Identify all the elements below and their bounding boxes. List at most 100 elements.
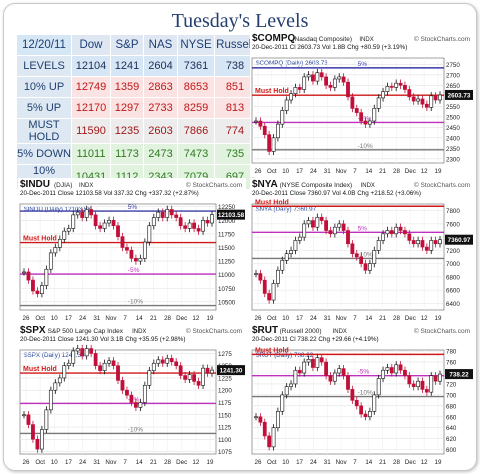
price-bar: [385, 367, 390, 371]
price-bar: [183, 225, 188, 229]
price-bar: [407, 375, 412, 385]
x-tick-label: Nov: [105, 315, 117, 322]
x-tick-label: Oct: [35, 459, 45, 466]
price-bar: [332, 372, 337, 382]
price-bar: [438, 373, 442, 382]
price-bar: [346, 81, 350, 98]
column-header-dow: Dow: [71, 34, 111, 56]
price-bar: [31, 279, 35, 292]
chart-legend: $INDU (Daily) 12103.58: [24, 206, 91, 213]
price-bar: [138, 258, 143, 262]
price-bar: [332, 226, 337, 235]
y-tick-label: 1200: [218, 388, 232, 395]
price-bar: [368, 120, 372, 125]
price-bar: [165, 209, 170, 218]
y-tick-label: 2350: [446, 146, 460, 153]
price-bar: [284, 99, 289, 111]
price-bar: [178, 365, 183, 376]
x-tick-label: 14: [365, 459, 372, 466]
chart-info-line: 20-Dec-2011 Cl 738.22 Chg +29.66 (+4.19%…: [252, 336, 379, 343]
chart-name: S&P 500 Large Cap Index: [48, 328, 124, 335]
price-bar: [80, 211, 85, 218]
price-bar: [385, 86, 390, 92]
x-tick-label: 26: [255, 168, 262, 175]
x-tick-label: 12: [421, 459, 428, 466]
y-tick-label: 2400: [446, 135, 460, 142]
price-bar: [359, 405, 364, 415]
price-bar: [403, 369, 407, 377]
price-bar: [160, 359, 165, 364]
table-cell: 7473: [177, 143, 215, 165]
price-bar: [107, 220, 111, 224]
price-bar: [368, 263, 372, 271]
price-bar: [205, 220, 210, 224]
price-bar: [381, 369, 385, 379]
price-bar: [311, 74, 315, 82]
price-bar: [271, 283, 276, 301]
price-bar: [416, 380, 420, 387]
price-bar: [424, 389, 429, 393]
chart-panel-spx: $SPX S&P 500 Large Cap Index INDX © StockCh…: [18, 324, 246, 468]
y-tick-label: 1150: [218, 412, 232, 419]
price-bar: [297, 369, 302, 374]
y-tick-label: 6600: [446, 288, 460, 295]
price-bar: [341, 368, 346, 377]
price-bar: [354, 108, 359, 113]
price-bar: [75, 348, 80, 352]
table-row: 5% DOWN 11011 1173 2473 7473 735: [16, 143, 256, 165]
x-tick-label: 17: [296, 168, 303, 175]
chart-legend: $RUT (Daily) 738.22: [256, 352, 314, 359]
x-tick-label: 26: [23, 459, 30, 466]
y-tick-label: 11500: [218, 245, 235, 252]
price-bar: [142, 241, 147, 259]
chart-legend: $NYA (Daily) 7360.97: [256, 206, 317, 213]
last-price-label: 1241.30: [220, 368, 243, 375]
level-line-label: -5%: [128, 396, 140, 403]
price-bar: [359, 256, 364, 264]
price-bar: [350, 243, 355, 254]
level-line-label: -5%: [128, 267, 140, 274]
price-bar: [328, 375, 333, 382]
price-bar: [341, 76, 346, 83]
price-bar: [84, 209, 89, 218]
price-bar: [337, 223, 342, 228]
x-tick-label: 14: [136, 459, 143, 466]
table-cell: 12749: [71, 76, 111, 98]
price-bar: [416, 240, 420, 245]
y-tick-label: 10500: [218, 299, 236, 306]
price-bar: [280, 394, 285, 412]
price-bar: [411, 383, 416, 387]
price-bar: [98, 365, 102, 371]
x-tick-label: 7: [123, 459, 127, 466]
x-tick-label: 17: [296, 459, 303, 466]
price-bar: [35, 438, 40, 450]
table-date: 12/20/11: [16, 34, 72, 56]
price-bar: [306, 220, 311, 225]
price-bar: [385, 230, 390, 235]
plot-area: [251, 57, 445, 164]
chart-watermark: © StockCharts.com: [414, 35, 470, 43]
price-bar: [389, 230, 394, 235]
last-price-tag: [445, 369, 473, 380]
x-tick-label: 10: [51, 315, 58, 322]
price-bar: [376, 240, 381, 251]
price-bar: [35, 290, 40, 294]
price-bar: [40, 285, 44, 294]
x-tick-label: 12: [192, 459, 199, 466]
chart-info-line: 20-Dec-2011 Close 12103.58 Vol 337.32 Ch…: [20, 190, 199, 197]
price-bar: [129, 394, 134, 403]
price-bar: [376, 97, 381, 109]
level-line-label: -10%: [358, 390, 373, 397]
level-line-label: -5%: [358, 369, 370, 376]
price-bar: [328, 230, 333, 235]
price-bar: [429, 95, 434, 108]
last-price-tag: [217, 365, 245, 376]
x-tick-label: 14: [365, 315, 372, 322]
price-bar: [254, 120, 258, 123]
level-line-label: 5%: [358, 61, 368, 68]
x-tick-label: 10: [51, 459, 58, 466]
y-tick-label: 2700: [446, 72, 460, 79]
price-bar: [433, 95, 438, 101]
price-bar: [147, 370, 152, 386]
last-price-label: 738.22: [449, 372, 469, 379]
